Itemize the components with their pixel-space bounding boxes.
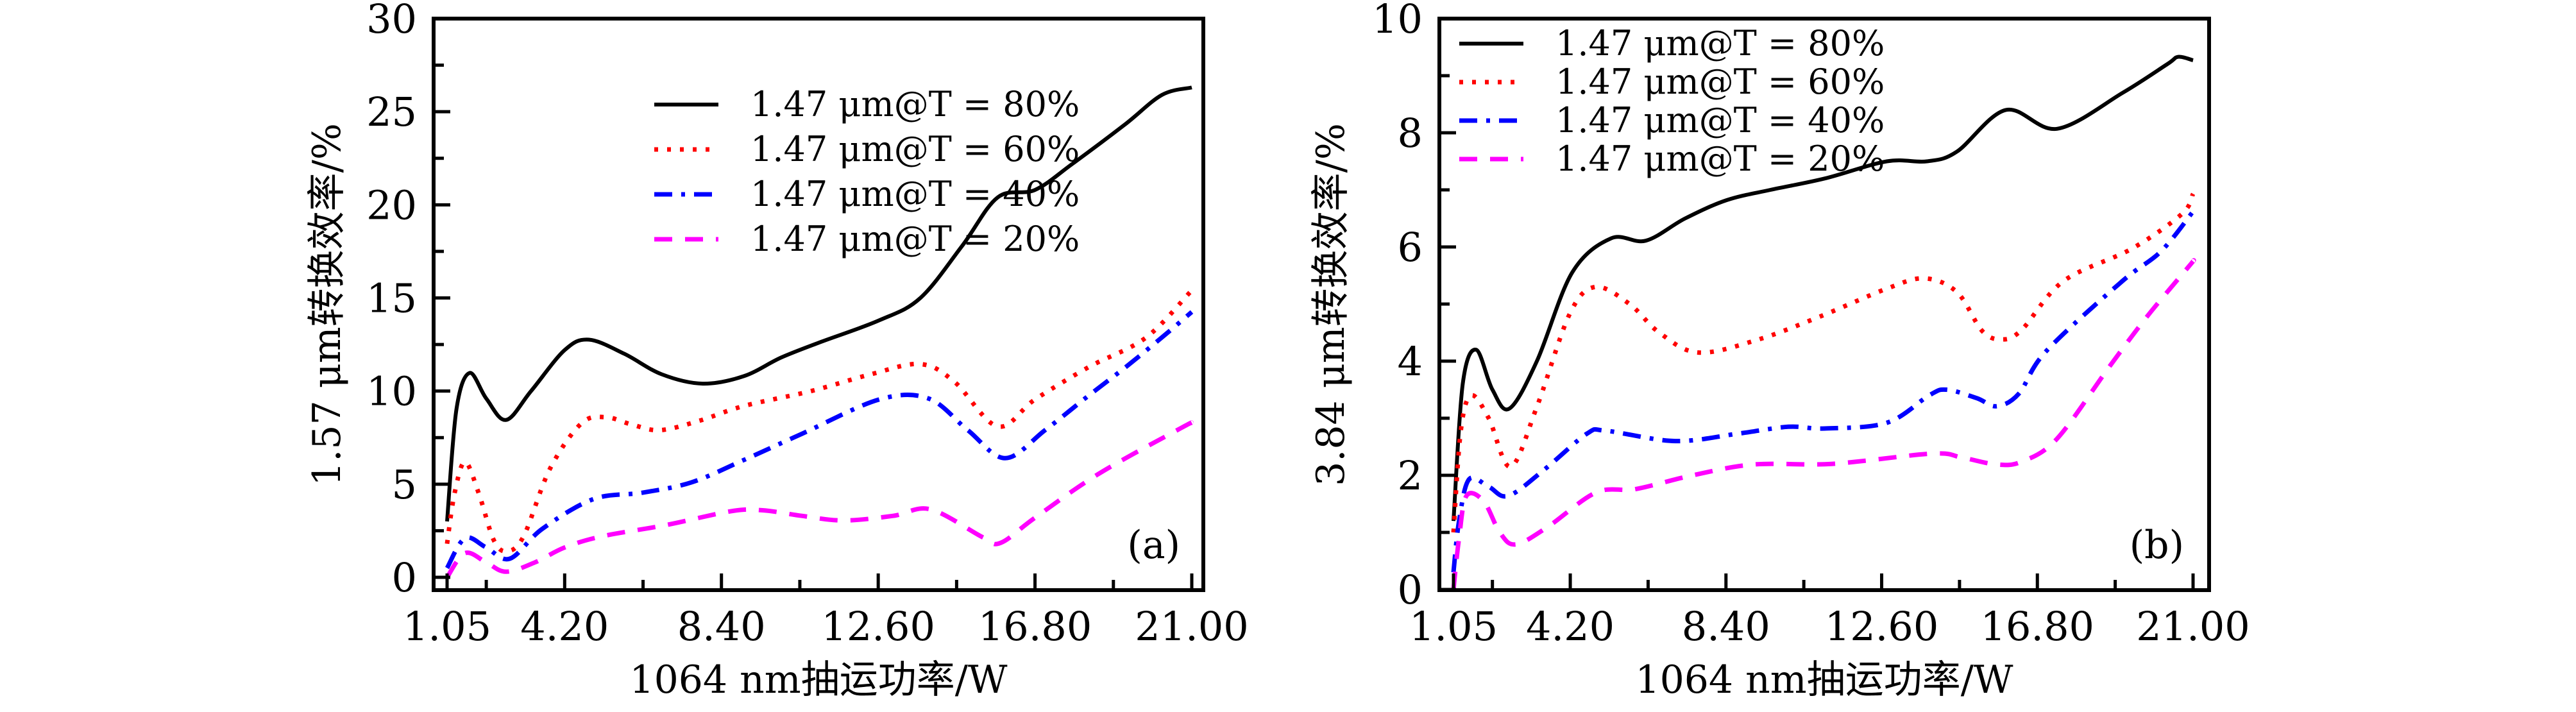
- panel-b-x-tick-label: 12.60: [1825, 603, 1939, 650]
- panel-a-y-tick-label: 5: [392, 461, 417, 508]
- panel-b-x-tick-label: 8.40: [1682, 603, 1770, 650]
- panel-b-series-1-line: [1452, 55, 2194, 521]
- panel-a-x-tick-label: 12.60: [821, 603, 935, 650]
- panel-b-legend: 1.47 μm@T = 80%1.47 μm@T = 60%1.47 μm@T …: [1459, 23, 1885, 179]
- panel-a-series-group: [445, 85, 1194, 579]
- panel-b-legend-label: 1.47 μm@T = 80%: [1555, 23, 1885, 64]
- panel-a-y-axis-title: 1.57 μm转换效率/%: [305, 123, 350, 486]
- panel-b-y-tick-label: 0: [1398, 566, 1423, 613]
- panel-b-series-2-line: [1451, 192, 2196, 533]
- panel-a-legend-label: 1.47 μm@T = 40%: [750, 174, 1080, 214]
- panel-a-legend-label: 1.47 μm@T = 80%: [750, 84, 1080, 124]
- panel-b-x-axis-title: 1064 nm抽运功率/W: [1635, 657, 2013, 702]
- panel-a-x-axis-title: 1064 nm抽运功率/W: [629, 657, 1008, 702]
- panel-b-legend-label: 1.47 μm@T = 60%: [1555, 62, 1885, 102]
- panel-a-y-tick-label: 10: [366, 368, 417, 415]
- panel-b-y-axis-title: 3.84 μm转换效率/%: [1309, 123, 1353, 486]
- panel-a-x-tick-label: 4.20: [520, 603, 609, 650]
- panel-b-x-tick-label: 4.20: [1526, 603, 1614, 650]
- panel-a-y-tick-label: 25: [366, 89, 417, 135]
- panel-a-legend-label: 1.47 μm@T = 60%: [750, 129, 1080, 169]
- panel-a-x-tick-label: 16.80: [978, 603, 1092, 650]
- panel-b-label: (b): [2130, 523, 2184, 568]
- panel-b-x-tick-label: 1.05: [1409, 603, 1498, 650]
- panel-a-plot-frame: [432, 17, 1205, 592]
- panel-a-x-tick-label: 1.05: [403, 603, 491, 650]
- panel-b-y-tick-label: 10: [1372, 0, 1423, 42]
- panel-b-y-tick-label: 6: [1398, 224, 1423, 271]
- panel-b-series-4-line: [1451, 258, 2196, 590]
- panel-b-x-tick-label: 21.00: [2136, 603, 2250, 650]
- panel-b-legend-label: 1.47 μm@T = 40%: [1555, 100, 1885, 140]
- panel-a-ticks: 1.05 4.20 8.40 12.60 16.80 21.00 0 5 10 15 20 25 30: [366, 0, 1249, 650]
- panel-a-series-2-line: [445, 291, 1192, 554]
- panel-a-legend-label: 1.47 μm@T = 20%: [750, 219, 1080, 259]
- panel-b-x-tick-label: 16.80: [1981, 603, 2095, 650]
- panel-a-y-tick-label: 0: [392, 554, 417, 601]
- panel-a-y-tick-label: 30: [366, 0, 417, 42]
- panel-b-y-tick-label: 8: [1398, 110, 1423, 157]
- panel-a-x-tick-label: 8.40: [677, 603, 766, 650]
- panel-b-y-tick-label: 4: [1398, 338, 1423, 385]
- panel-a-y-tick-label: 20: [366, 182, 417, 228]
- panel-a-x-tick-label: 21.00: [1135, 603, 1249, 650]
- panel-a-y-tick-label: 15: [366, 275, 417, 322]
- panel-a-legend: 1.47 μm@T = 80% 1.47 μm@T = 60% 1.47 μm@T …: [654, 84, 1080, 259]
- panel-b-series-group: [1451, 55, 2196, 590]
- panel-b-chart: 1.05 4.20 8.40 12.60 16.80 21.00 0 2 4 6 8 10 1.47 …: [1309, 0, 2250, 702]
- panel-b-ticks: 1.05 4.20 8.40 12.60 16.80 21.00 0 2 4 6 8 10: [1372, 0, 2250, 650]
- panel-a-series-4-line: [445, 420, 1194, 579]
- panel-a-chart: 1.05 4.20 8.40 12.60 16.80 21.00051015202530 …: [305, 0, 1249, 702]
- panel-b-series-3-line: [1451, 210, 2195, 573]
- panel-a-series-1-line: [445, 85, 1192, 522]
- panel-a-series-3-line: [445, 310, 1194, 570]
- panel-a-label: (a): [1127, 523, 1180, 568]
- panel-b-y-tick-label: 2: [1398, 452, 1423, 499]
- panel-b-legend-label: 1.47 μm@T = 20%: [1555, 139, 1885, 179]
